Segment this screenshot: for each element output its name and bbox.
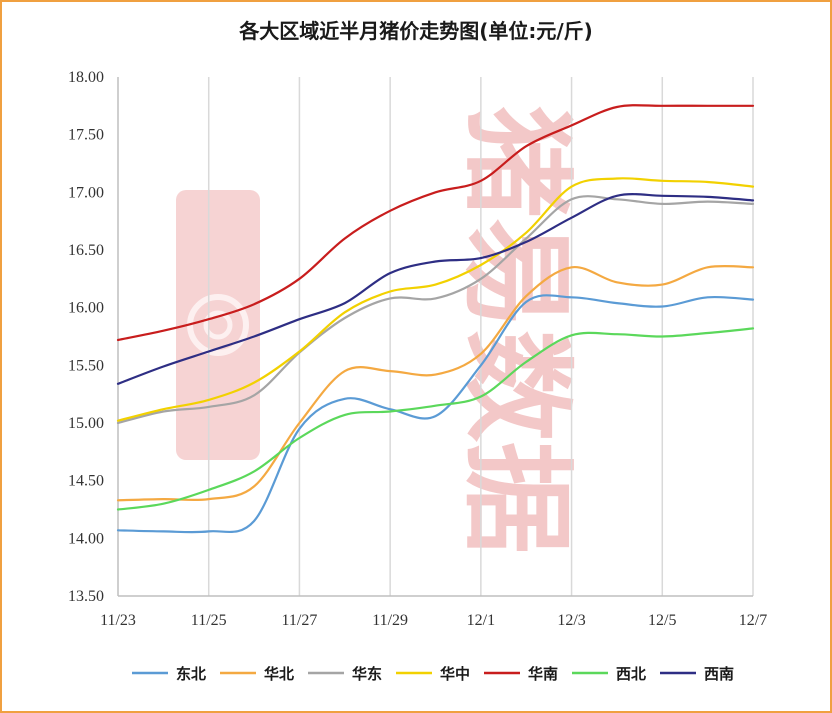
x-tick-label: 11/23	[100, 612, 136, 629]
legend-label: 华中	[440, 665, 470, 683]
watermark-text: 猪易数据	[451, 106, 581, 554]
series-line	[116, 104, 755, 342]
y-tick-label: 15.50	[68, 357, 104, 374]
legend-label: 华东	[352, 665, 382, 683]
legend: 东北 华北 华东 华中 华南 西北 西南	[132, 665, 734, 683]
x-tick-label: 11/29	[372, 612, 408, 629]
grid	[207, 77, 754, 596]
series-lines	[116, 104, 755, 534]
y-tick-label: 17.50	[68, 127, 104, 144]
series-line	[116, 327, 755, 511]
y-tick-label: 14.00	[68, 530, 104, 547]
legend-label: 东北	[176, 665, 206, 683]
legend-label: 华北	[264, 665, 294, 683]
x-axis-labels: 11/23 11/25 11/27 11/29 12/1 12/3 12/5 12/7	[100, 612, 767, 629]
x-tick-label: 12/1	[467, 612, 495, 629]
y-tick-label: 16.50	[68, 242, 104, 259]
legend-label: 华南	[528, 665, 558, 683]
x-tick-label: 12/7	[739, 612, 767, 629]
y-tick-label: 17.00	[68, 184, 104, 201]
y-tick-label: 16.00	[68, 300, 104, 317]
legend-label: 西南	[704, 665, 734, 683]
legend-label: 西北	[616, 665, 646, 683]
chart-title: 各大区域近半月猪价走势图(单位:元/斤)	[238, 19, 593, 43]
x-tick-label: 12/5	[648, 612, 676, 629]
x-tick-label: 11/27	[281, 612, 317, 629]
y-tick-label: 14.50	[68, 473, 104, 490]
series-line	[116, 195, 755, 425]
y-tick-label: 18.00	[68, 69, 104, 86]
series-line	[116, 264, 755, 502]
watermark: 猪易数据	[176, 106, 581, 554]
y-axis-labels: 13.50 14.00 14.50 15.00 15.50 16.00 16.50 17.00…	[68, 69, 104, 605]
y-tick-label: 15.00	[68, 415, 104, 432]
series-line	[116, 294, 755, 534]
x-tick-label: 11/25	[191, 612, 227, 629]
x-tick-label: 12/3	[557, 612, 585, 629]
y-tick-label: 13.50	[68, 588, 104, 605]
series-line	[116, 177, 755, 422]
series-line	[116, 193, 755, 385]
